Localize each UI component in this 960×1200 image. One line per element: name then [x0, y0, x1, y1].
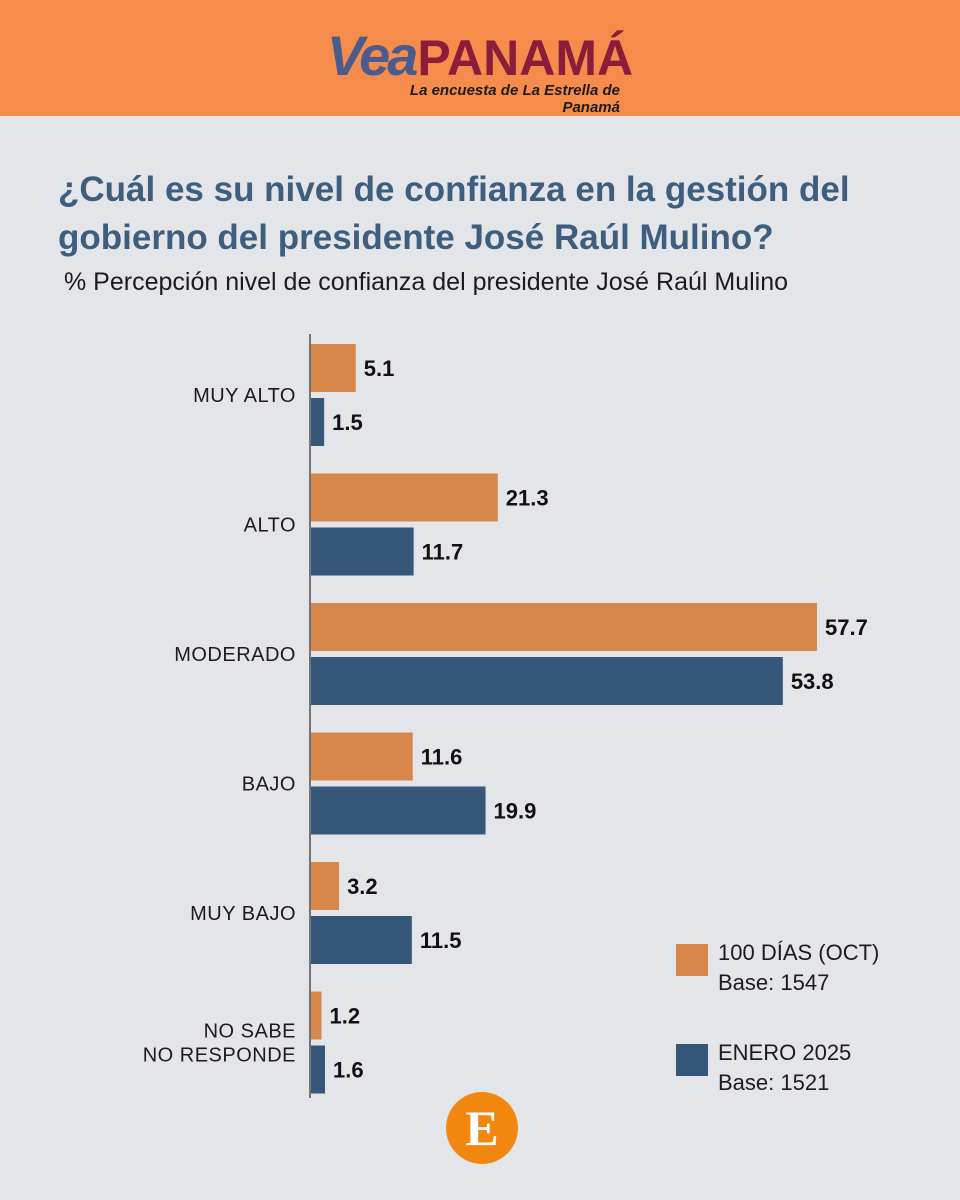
- value-label: 11.7: [422, 540, 464, 565]
- category-label: BAJO: [242, 774, 296, 796]
- value-label: 21.3: [506, 486, 549, 511]
- chart-subtitle: % Percepción nivel de confianza del pres…: [64, 268, 789, 296]
- category-label: MUY BAJO: [190, 903, 296, 925]
- bar-100-dias: [311, 991, 322, 1040]
- bar-100-dias: [311, 862, 340, 910]
- brand-tagline: La encuesta de La Estrella de Panamá: [409, 82, 620, 116]
- category-label: NO SABE NO RESPONDE: [143, 1021, 296, 1067]
- chart-title: ¿Cuál es su nivel de confianza en la ges…: [58, 170, 850, 257]
- value-label: 3.2: [347, 874, 378, 899]
- bar-enero-2025: [311, 786, 486, 835]
- brand-logo: VeaPANAMÁ: [0, 28, 960, 87]
- brand-panama: PANAMÁ: [417, 30, 634, 86]
- legend-base-100-dias: Base: 1547: [718, 970, 830, 995]
- value-label: 57.7: [825, 615, 868, 640]
- legend-label-enero-2025: ENERO 2025: [718, 1040, 852, 1065]
- bar-enero-2025: [311, 398, 325, 446]
- value-label: 11.6: [421, 745, 463, 770]
- header-banner: VeaPANAMÁ La encuesta de La Estrella de …: [0, 0, 960, 116]
- legend-swatch-100-dias: [676, 944, 708, 976]
- estrella-logo: E: [446, 1092, 518, 1164]
- category-label: MUY ALTO: [193, 385, 296, 407]
- value-label: 5.1: [364, 356, 395, 381]
- category-label: MODERADO: [174, 644, 296, 666]
- value-label: 1.5: [332, 410, 363, 435]
- bar-100-dias: [311, 732, 413, 781]
- bar-enero-2025: [311, 916, 412, 964]
- value-label: 11.5: [420, 928, 462, 953]
- bar-100-dias: [311, 344, 356, 392]
- value-label: 1.2: [330, 1004, 361, 1029]
- value-label: 19.9: [494, 799, 537, 824]
- legend-base-enero-2025: Base: 1521: [718, 1070, 830, 1095]
- bar-enero-2025: [311, 1045, 326, 1094]
- bar-100-dias: [311, 473, 498, 522]
- bar-enero-2025: [311, 527, 414, 576]
- bar-100-dias: [311, 603, 818, 651]
- legend-label-100-dias: 100 DÍAS (OCT): [718, 940, 880, 965]
- legend-swatch-enero-2025: [676, 1044, 708, 1076]
- bar-enero-2025: [311, 657, 783, 705]
- value-label: 53.8: [791, 669, 834, 694]
- value-label: 1.6: [333, 1058, 364, 1083]
- category-label: ALTO: [244, 515, 296, 537]
- brand-vea: Vea: [326, 24, 419, 87]
